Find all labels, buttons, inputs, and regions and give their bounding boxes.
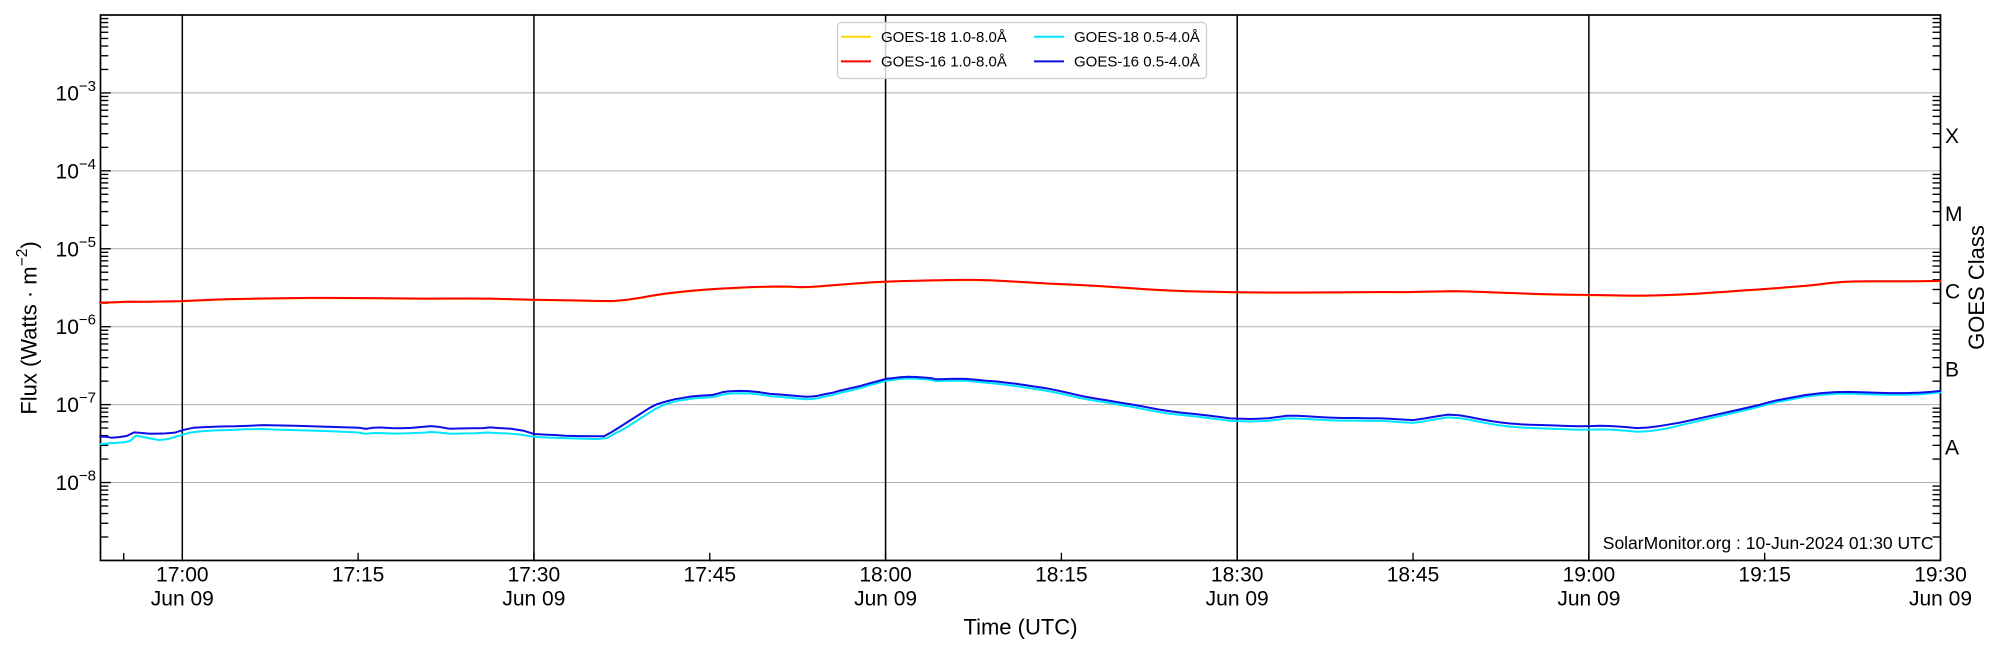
svg-text:17:15: 17:15 bbox=[332, 564, 385, 587]
svg-text:GOES-16 0.5-4.0Å: GOES-16 0.5-4.0Å bbox=[1074, 54, 1200, 71]
svg-text:18:30: 18:30 bbox=[1211, 564, 1264, 587]
svg-text:18:00: 18:00 bbox=[859, 564, 912, 587]
svg-text:GOES Class: GOES Class bbox=[1964, 225, 1989, 350]
svg-text:18:15: 18:15 bbox=[1035, 564, 1088, 587]
svg-text:SolarMonitor.org : 10-Jun-2024: SolarMonitor.org : 10-Jun-2024 01:30 UTC bbox=[1603, 533, 1934, 553]
svg-text:GOES-16 1.0-8.0Å: GOES-16 1.0-8.0Å bbox=[881, 54, 1007, 71]
svg-text:10−5: 10−5 bbox=[56, 234, 96, 262]
svg-text:17:30: 17:30 bbox=[508, 564, 561, 587]
svg-text:19:30: 19:30 bbox=[1914, 564, 1967, 587]
svg-text:18:45: 18:45 bbox=[1387, 564, 1440, 587]
svg-text:B: B bbox=[1945, 359, 1959, 382]
svg-text:A: A bbox=[1945, 437, 1959, 460]
svg-text:X: X bbox=[1945, 125, 1959, 148]
svg-text:Jun 09: Jun 09 bbox=[502, 588, 565, 611]
svg-text:17:45: 17:45 bbox=[684, 564, 737, 587]
svg-text:C: C bbox=[1945, 281, 1960, 304]
svg-text:19:15: 19:15 bbox=[1738, 564, 1791, 587]
svg-text:Jun 09: Jun 09 bbox=[151, 588, 214, 611]
svg-text:Jun 09: Jun 09 bbox=[1909, 588, 1972, 611]
svg-text:GOES-18 0.5-4.0Å: GOES-18 0.5-4.0Å bbox=[1074, 29, 1200, 46]
svg-text:17:00: 17:00 bbox=[156, 564, 209, 587]
svg-text:Jun 09: Jun 09 bbox=[1557, 588, 1620, 611]
svg-text:Jun 09: Jun 09 bbox=[1206, 588, 1269, 611]
svg-text:Flux (Watts · m−2): Flux (Watts · m−2) bbox=[14, 241, 42, 414]
svg-text:Jun 09: Jun 09 bbox=[854, 588, 917, 611]
svg-text:GOES-18 1.0-8.0Å: GOES-18 1.0-8.0Å bbox=[881, 29, 1007, 46]
svg-text:Time (UTC): Time (UTC) bbox=[963, 615, 1077, 640]
svg-text:M: M bbox=[1945, 203, 1963, 226]
svg-text:19:00: 19:00 bbox=[1563, 564, 1616, 587]
